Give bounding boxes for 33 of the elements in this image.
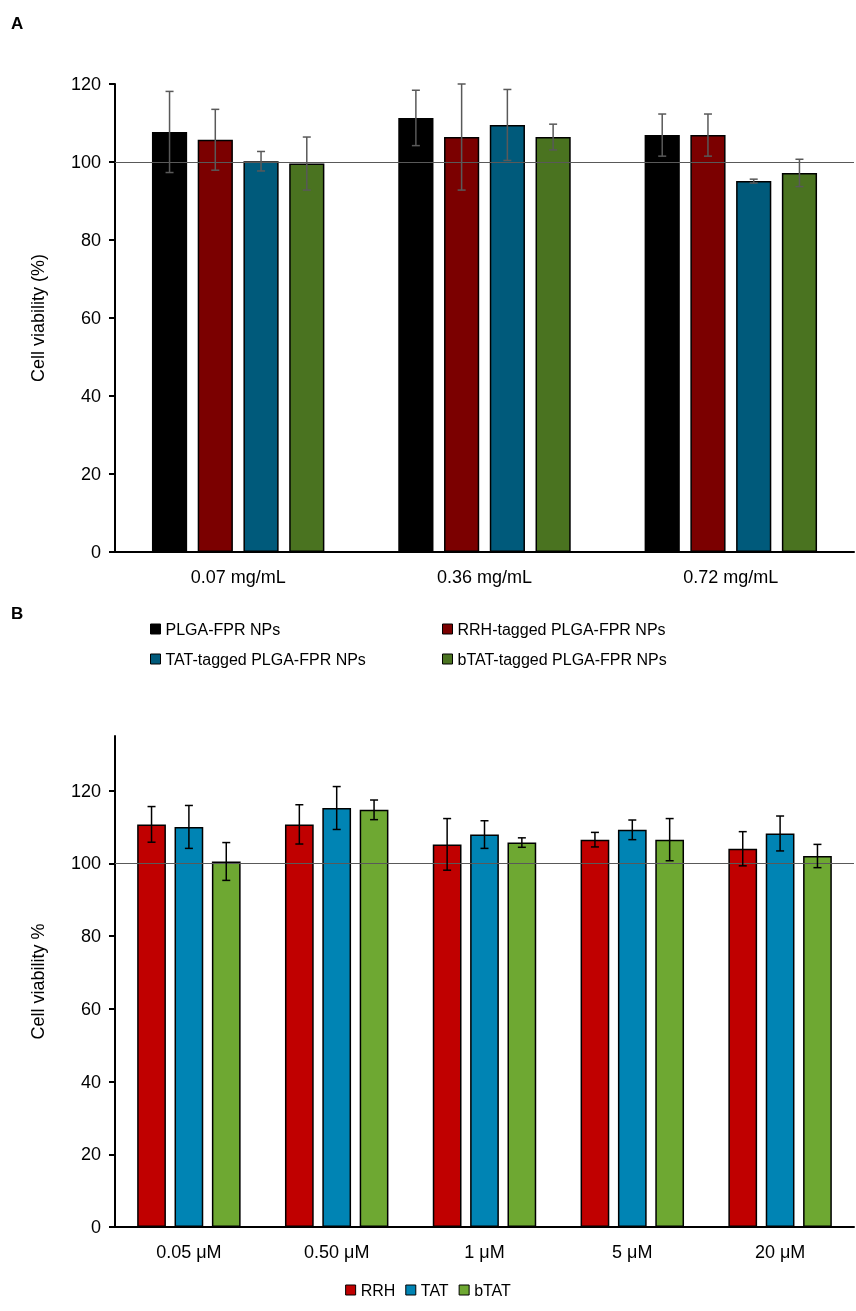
y-tick-label: 60 xyxy=(80,998,101,1019)
legend-label: bTAT-tagged PLGA-FPR NPs xyxy=(457,650,667,668)
y-tick-label: 80 xyxy=(80,230,101,250)
x-tick-label: 0.05 μM xyxy=(156,1242,222,1262)
y-tick-label: 120 xyxy=(70,74,101,94)
legend-label: RRH xyxy=(360,1281,396,1299)
legend-label: PLGA-FPR NPs xyxy=(165,620,281,638)
y-tick-label: 0 xyxy=(90,1217,101,1237)
y-axis-title: Cell viability (%) xyxy=(28,253,48,383)
legend-label: bTAT xyxy=(474,1281,512,1299)
y-tick-label: 60 xyxy=(80,308,101,328)
y-tick-label: 40 xyxy=(80,1071,101,1092)
y-tick-label: 80 xyxy=(80,926,101,947)
chart-title: A xyxy=(11,14,24,33)
y-tick-label: 0 xyxy=(90,542,101,562)
x-tick-label: 0.72 mg/mL xyxy=(683,567,779,587)
chart-title: B xyxy=(11,604,24,623)
y-tick-label: 100 xyxy=(70,853,101,874)
legend-label: RRH-tagged PLGA-FPR NPs xyxy=(457,620,666,638)
x-tick-label: 0.50 μM xyxy=(304,1242,370,1262)
y-axis-title: Cell viability % xyxy=(28,923,48,1040)
x-tick-label: 0.07 mg/mL xyxy=(190,567,286,587)
legend-label: TAT xyxy=(420,1281,449,1299)
y-tick-label: 40 xyxy=(80,386,101,406)
y-tick-label: 20 xyxy=(80,1144,101,1165)
x-tick-label: 0.36 mg/mL xyxy=(436,567,533,587)
x-tick-label: 5 μM xyxy=(612,1242,653,1262)
x-tick-label: 1 μM xyxy=(464,1242,505,1262)
y-tick-label: 100 xyxy=(70,152,101,172)
y-tick-label: 20 xyxy=(80,464,101,484)
y-tick-label: 120 xyxy=(70,780,101,801)
legend-label: TAT-tagged PLGA-FPR NPs xyxy=(165,650,366,668)
x-tick-label: 20 μM xyxy=(754,1242,806,1262)
